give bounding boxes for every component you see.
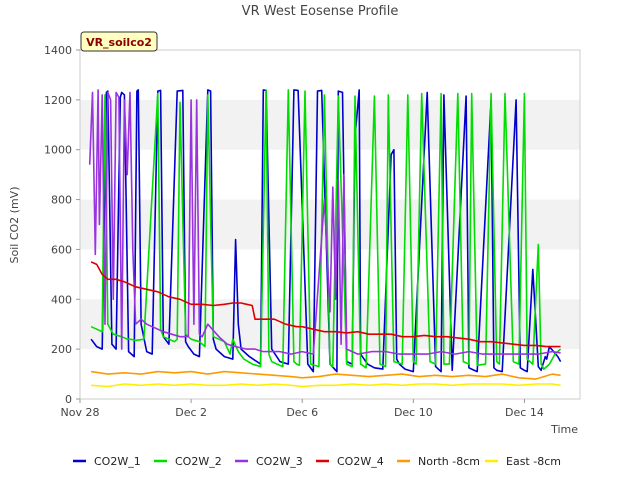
y-tick-label: 1400 [44,44,72,57]
plot-frame [79,49,581,400]
badge-box [80,31,158,52]
x-tick-label: Dec 14 [505,406,544,419]
series-line-co2w-3 [88,89,561,355]
y-axis-label: Soil CO2 (mV) [8,187,21,264]
y-tick-label: 1200 [44,94,72,107]
legend-label: CO2W_1 [94,455,141,468]
legend-label: CO2W_4 [337,455,384,468]
y-axis-ticks: 0 200 400 600 800 1000 1200 1400 [44,44,80,406]
series-line-east-8cm [91,383,561,388]
legend-label: North -8cm [418,455,480,468]
grid-band [80,199,580,250]
x-tick-label: Dec 6 [286,406,318,419]
x-tick-label: Dec 2 [175,406,207,419]
grid-band [80,99,580,150]
y-tick-label: 400 [51,293,72,306]
x-axis-ticks: Nov 28 Dec 2 Dec 6 Dec 10 Dec 14 [61,399,544,419]
series-line-north-8cm [90,370,561,380]
x-axis-label: Time [550,423,578,436]
legend-label: CO2W_2 [175,455,222,468]
y-tick-label: 1000 [44,144,72,157]
y-tick-label: 800 [51,194,72,207]
series-line-co2w-2 [90,89,562,370]
x-tick-label: Dec 10 [394,406,433,419]
plot-badge: VR_soilco2 [80,31,158,52]
legend: CO2W_1 CO2W_2 CO2W_3 CO2W_4 North -8cm East -… [73,455,561,468]
legend-label: CO2W_3 [256,455,303,468]
y-tick-label: 0 [65,393,72,406]
series-line-co2w-4 [90,261,561,348]
legend-label: East -8cm [506,455,561,468]
y-tick-label: 600 [51,243,72,256]
chart-title: VR West Eosense Profile [242,4,399,19]
x-tick-label: Nov 28 [61,406,100,419]
y-tick-label: 200 [51,343,72,356]
series-layer [88,89,562,388]
badge-label: VR_soilco2 [86,36,152,49]
